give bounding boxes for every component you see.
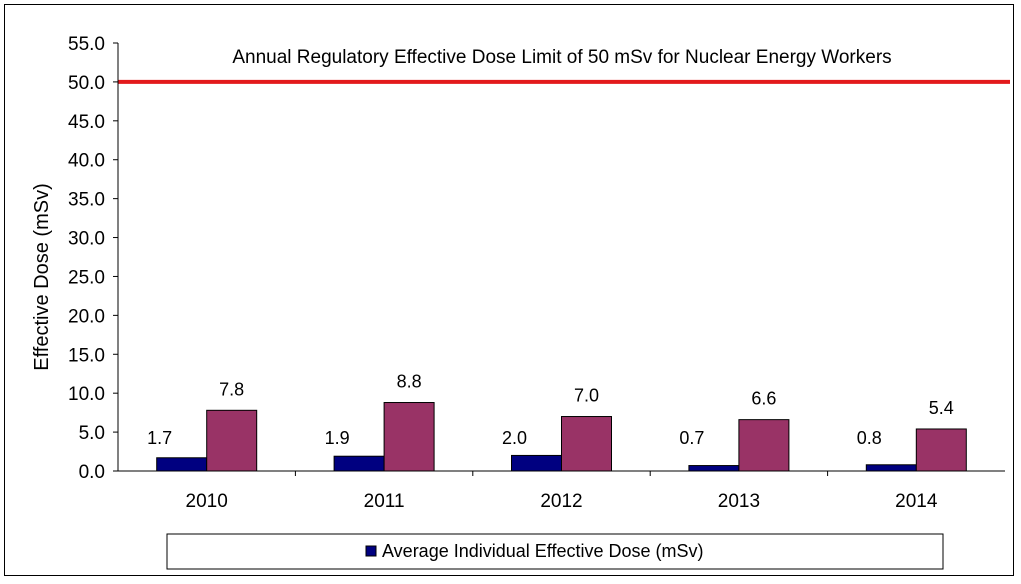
bar-average-dose: [333, 455, 385, 472]
bars: [156, 402, 967, 472]
data-label: 6.6: [751, 389, 776, 409]
bar-average-dose: [688, 465, 740, 472]
data-label: 7.8: [219, 379, 244, 399]
legend-box: [166, 533, 944, 570]
bar-second-series: [206, 409, 258, 472]
legend-label: Average Individual Effective Dose (mSv): [382, 541, 704, 561]
x-category-label: 2010: [186, 491, 228, 512]
y-tick-label: 25.0: [68, 267, 105, 288]
x-category-label: 2011: [364, 491, 405, 512]
bar-average-dose: [511, 454, 562, 472]
bar-second-series: [383, 402, 435, 472]
legend-swatch: [365, 545, 377, 557]
chart-frame: Effective Dose (mSv) 0.0 5.0 10.0 15.0 20.0 2…: [4, 4, 1014, 576]
data-label: 1.7: [147, 428, 172, 448]
x-category-label: 2013: [718, 491, 760, 512]
x-axis-categories: 2010 2011 2012 2013 2014: [186, 471, 938, 512]
bar-average-dose: [865, 464, 917, 472]
limit-line-label: Annual Regulatory Effective Dose Limit o…: [232, 47, 891, 68]
data-labels: 1.7 7.8 1.9 8.8 2.0 7.0 0.7 6.6 0.8 5.4: [147, 372, 954, 448]
bar-second-series: [561, 416, 612, 472]
x-category-label: 2012: [540, 491, 582, 512]
data-label: 5.4: [929, 398, 954, 418]
y-tick-label: 55.0: [68, 34, 105, 55]
y-axis-title: Effective Dose (mSv): [31, 183, 53, 370]
y-tick-label: 30.0: [68, 229, 105, 250]
y-tick-label: 5.0: [79, 423, 105, 444]
bar-second-series: [738, 419, 790, 472]
bar-second-series: [915, 428, 967, 472]
bar-chart: Effective Dose (mSv) 0.0 5.0 10.0 15.0 20.0 2…: [31, 34, 1010, 570]
y-axis-ticks: 0.0 5.0 10.0 15.0 20.0 25.0 30.0 35.0 40.0 45.0 50…: [68, 34, 118, 483]
y-tick-label: 35.0: [68, 190, 105, 211]
y-tick-label: 20.0: [68, 306, 105, 327]
data-label: 0.7: [679, 428, 704, 448]
data-label: 7.0: [574, 386, 599, 406]
y-tick-label: 15.0: [68, 345, 105, 366]
data-label: 0.8: [857, 428, 882, 448]
data-label: 8.8: [397, 372, 422, 392]
data-label: 2.0: [502, 428, 527, 448]
y-tick-label: 10.0: [68, 384, 105, 405]
x-category-label: 2014: [895, 491, 938, 512]
legend: Average Individual Effective Dose (mSv): [166, 533, 944, 570]
data-label: 1.9: [325, 428, 350, 448]
y-tick-label: 45.0: [68, 112, 105, 133]
bar-average-dose: [156, 457, 208, 472]
y-tick-label: 40.0: [68, 151, 105, 172]
y-tick-label: 50.0: [68, 73, 105, 94]
y-tick-label: 0.0: [79, 462, 105, 483]
